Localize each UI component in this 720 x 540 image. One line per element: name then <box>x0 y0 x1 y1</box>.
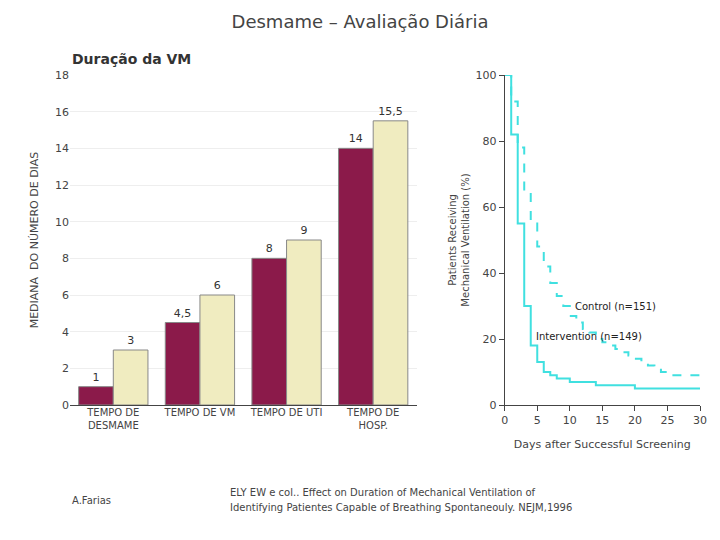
svg-text:6: 6 <box>214 279 221 292</box>
svg-text:14: 14 <box>349 132 363 145</box>
svg-text:4,5: 4,5 <box>174 307 192 320</box>
svg-text:20: 20 <box>483 333 497 346</box>
svg-text:0: 0 <box>62 399 69 412</box>
svg-text:TEMPO DEHOSP.: TEMPO DEHOSP. <box>346 407 399 431</box>
svg-text:TEMPO DEDESMAME: TEMPO DEDESMAME <box>86 407 139 431</box>
svg-text:A.Farias: A.Farias <box>72 495 111 506</box>
svg-text:10: 10 <box>55 216 69 229</box>
svg-text:Patients ReceivingMechanical V: Patients ReceivingMechanical Ventilation… <box>447 173 471 306</box>
svg-text:15: 15 <box>595 414 609 427</box>
svg-text:TEMPO DE VM: TEMPO DE VM <box>164 407 236 418</box>
svg-text:Duração da VM: Duração da VM <box>72 51 191 67</box>
svg-text:ELY EW e col.. Effect on Durat: ELY EW e col.. Effect on Duration of Mec… <box>230 487 536 498</box>
svg-text:0: 0 <box>490 399 497 412</box>
svg-text:TEMPO DE UTI: TEMPO DE UTI <box>250 407 323 418</box>
svg-text:Identifying Patientes Capable: Identifying Patientes Capable of Breathi… <box>230 502 572 513</box>
svg-text:6: 6 <box>62 289 69 302</box>
svg-text:25: 25 <box>660 414 674 427</box>
svg-text:14: 14 <box>55 142 69 155</box>
svg-text:20: 20 <box>628 414 642 427</box>
svg-text:9: 9 <box>300 224 307 237</box>
svg-text:Intervention (n=149): Intervention (n=149) <box>536 331 642 342</box>
svg-text:1: 1 <box>92 371 99 384</box>
svg-text:MEDIANA DO NÚMERO DE DIAS: MEDIANA DO NÚMERO DE DIAS <box>28 152 41 329</box>
svg-text:100: 100 <box>476 69 497 82</box>
svg-text:12: 12 <box>55 179 69 192</box>
svg-text:8: 8 <box>266 242 273 255</box>
svg-text:Control (n=151): Control (n=151) <box>575 301 656 312</box>
svg-text:80: 80 <box>483 135 497 148</box>
svg-text:4: 4 <box>62 326 69 339</box>
svg-text:15,5: 15,5 <box>378 105 403 118</box>
svg-text:40: 40 <box>483 267 497 280</box>
svg-text:5: 5 <box>534 414 541 427</box>
svg-text:0: 0 <box>501 414 508 427</box>
svg-text:16: 16 <box>55 106 69 119</box>
svg-text:3: 3 <box>127 334 134 347</box>
svg-text:60: 60 <box>483 201 497 214</box>
svg-text:30: 30 <box>693 414 707 427</box>
svg-text:18: 18 <box>55 69 69 82</box>
svg-text:2: 2 <box>62 362 69 375</box>
svg-text:Days after Successful Screenin: Days after Successful Screening <box>514 438 691 451</box>
svg-text:Desmame – Avaliação Diária: Desmame – Avaliação Diária <box>232 11 489 32</box>
svg-text:10: 10 <box>563 414 577 427</box>
svg-text:8: 8 <box>62 252 69 265</box>
